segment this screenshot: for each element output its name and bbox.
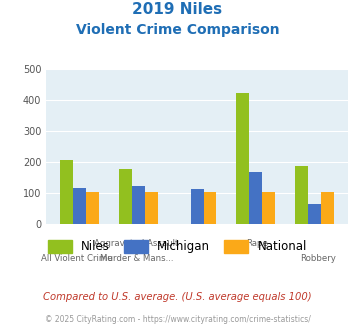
- Bar: [191, 189, 203, 224]
- Text: Compared to U.S. average. (U.S. average equals 100): Compared to U.S. average. (U.S. average …: [43, 292, 312, 302]
- Text: © 2025 CityRating.com - https://www.cityrating.com/crime-statistics/: © 2025 CityRating.com - https://www.city…: [45, 315, 310, 324]
- Bar: [60, 160, 73, 224]
- Bar: [86, 192, 99, 224]
- Bar: [262, 192, 275, 224]
- Text: All Violent Crime: All Violent Crime: [40, 254, 112, 263]
- Text: Rape: Rape: [246, 239, 268, 248]
- Bar: [250, 172, 262, 224]
- Bar: [132, 185, 144, 224]
- Bar: [321, 192, 334, 224]
- Legend: Niles, Michigan, National: Niles, Michigan, National: [43, 235, 312, 258]
- Bar: [119, 169, 132, 224]
- Bar: [308, 204, 321, 224]
- Text: Aggravated Assault: Aggravated Assault: [94, 239, 179, 248]
- Text: Murder & Mans...: Murder & Mans...: [100, 254, 174, 263]
- Bar: [295, 166, 308, 224]
- Bar: [203, 192, 217, 224]
- Text: 2019 Niles: 2019 Niles: [132, 2, 223, 16]
- Text: Robbery: Robbery: [300, 254, 336, 263]
- Text: Violent Crime Comparison: Violent Crime Comparison: [76, 23, 279, 37]
- Bar: [73, 188, 86, 224]
- Bar: [144, 192, 158, 224]
- Bar: [236, 93, 250, 224]
